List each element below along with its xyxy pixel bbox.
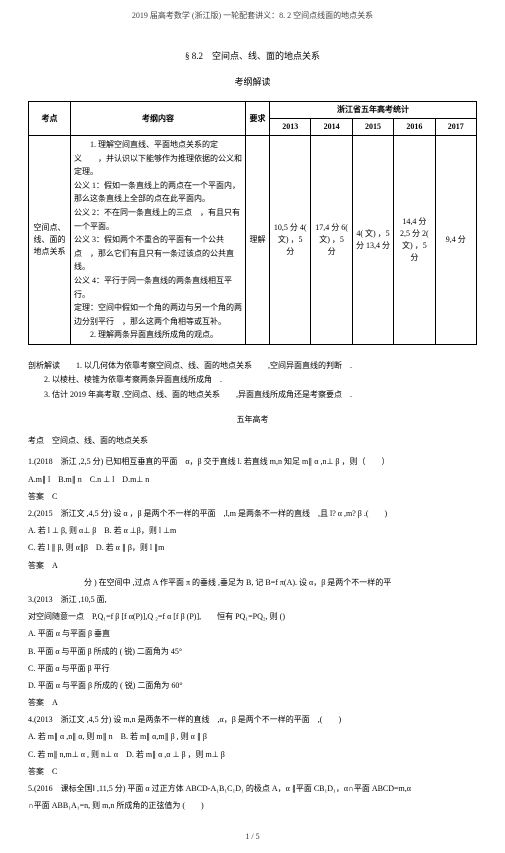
q3-ans: 答案 A (28, 695, 477, 710)
q1-opts: A.m∥ l B.m∥ n C.n ⊥ l D.m⊥ n (28, 472, 477, 487)
q3-c: C. 平面 α 与平面 β 平行 (28, 661, 477, 676)
cell-2013: 10,5 分 4( 文) ，5 分 (270, 136, 311, 345)
th-2017: 2017 (435, 119, 476, 136)
q3-stem-b: 3.(2013 浙江 ,10,5 面, (28, 592, 477, 607)
kaodian-line: 考点 空间点、线、面的地点关系 (28, 433, 477, 448)
q5-stem2: ∩平面 ABB₁A₁=n, 则 m,n 所成角的正弦值为 ( ) (28, 798, 477, 813)
th-2013: 2013 (270, 119, 311, 136)
sub-title: 考纲解读 (28, 76, 477, 90)
q4-a: A. 若 m∥ α ,n∥ α, 则 m∥ n B. 若 m∥ α,m∥ β ,… (28, 729, 477, 744)
cell-2014: 17,4 分 6( 文) ，5 分 (311, 136, 352, 345)
th-2014: 2014 (311, 119, 352, 136)
q3-stem-a: 分 ) 在空间中 ,过点 A 作平面 π 的垂线 ,垂足为 B, 记 B=f π… (28, 575, 477, 590)
th-stats: 浙江省五年高考统计 (270, 102, 477, 119)
cell-2017: 9,4 分 (435, 136, 476, 345)
q5-stem: 5.(2016 课标全国Ⅰ ,11,5 分) 平面 α 过正方体 ABCD-A₁… (28, 781, 477, 796)
q1-ans: 答案 C (28, 489, 477, 504)
analysis-3: 3. 估计 2019 年高考取 ,空间点、线、面的地点关系 ,异面直线所成角还是… (28, 388, 477, 402)
th-2016: 2016 (394, 119, 435, 136)
section-title: § 8.2 空间点、线、面的地点关系 (28, 50, 477, 64)
cell-2015: 4( 文) ，5 分 13,4 分 (352, 136, 393, 345)
q3-a: A. 平面 α 与平面 β 垂直 (28, 626, 477, 641)
th-kaodian: 考点 (29, 102, 71, 136)
cell-req: 理解 (246, 136, 270, 345)
q3-b: B. 平面 α 与平面 β 所成的 ( 锐) 二面角为 45° (28, 644, 477, 659)
five-year-title: 五年高考 (28, 412, 477, 427)
analysis-1: 剖析解读 1. 以几何体为依靠考察空间点、线、面的地点关系 ,空间异面直线的判断… (28, 359, 477, 373)
q4-c: C. 若 m∥ n,m⊥ α , 则 n⊥ α D. 若 m∥ α ,α ⊥ β… (28, 747, 477, 762)
q4-stem: 4.(2013 浙江文 ,4,5 分) 设 m,n 是两条不一样的直线 ,α，β… (28, 712, 477, 727)
q2-a: A. 若 l ⊥ β, 则 α⊥ β B. 若 α ⊥β，则 l ⊥m (28, 523, 477, 538)
th-content: 考纲内容 (71, 102, 246, 136)
q3-d: D. 平面 α 与平面 β 所成的 ( 锐) 二面角为 60° (28, 678, 477, 693)
th-req: 要求 (246, 102, 270, 136)
cell-kaodian: 空间点、线、面的地点关系 (29, 136, 71, 345)
q2-c: C. 若 l ∥ β, 则 α∥β D. 若 α ∥ β，则 l ∥m (28, 540, 477, 555)
q3-stem-c: 对空间随意一点 P,Q₁=f β [f α(P)],Q ₂=f α [f β (… (28, 609, 477, 624)
cell-content: 1. 理解空间直线、平面地点关系的定义 ，并认识以下能够作为推理依据的公义和定理… (71, 136, 246, 345)
q1-stem: 1.(2018 浙江 ,2,5 分) 已知相互垂直的平面 α，β 交于直线 l.… (28, 454, 477, 469)
page-number: 1 / 5 (28, 831, 477, 843)
th-2015: 2015 (352, 119, 393, 136)
analysis-2: 2. 以棱柱、棱锥为依靠考察两条异面直线所成角 . (28, 373, 477, 387)
q4-ans: 答案 C (28, 764, 477, 779)
q2-ans: 答案 A (28, 558, 477, 573)
main-table: 考点 考纲内容 要求 浙江省五年高考统计 2013 2014 2015 2016… (28, 101, 477, 345)
q2-stem: 2.(2015 浙江文 ,4,5 分) 设 α ，β 是两个不一样的平面 ,l,… (28, 506, 477, 521)
doc-header: 2019 届高考数学 (浙江版) 一轮配套讲义：8. 2 空间点线面的地点关系 (28, 10, 477, 22)
cell-2016: 14,4 分 2,5 分 2( 文) ，5 分 (394, 136, 435, 345)
